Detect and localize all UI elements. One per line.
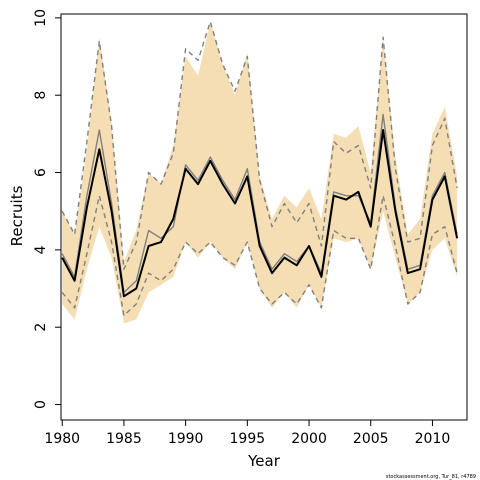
x-tick-label: 2010 — [415, 431, 451, 447]
x-tick-label: 1995 — [230, 431, 266, 447]
x-tick-label: 2000 — [291, 431, 327, 447]
confidence-band-layer — [62, 21, 458, 324]
y-tick-label: 6 — [33, 168, 49, 177]
footer-credit: stockassessment.org, Tur_81, r4789 — [386, 474, 476, 480]
x-tick-label: 1985 — [106, 431, 142, 447]
x-tick-label: 1990 — [168, 431, 204, 447]
plot-frame — [60, 13, 468, 421]
series-line-estimate — [61, 129, 459, 298]
y-tick-label: 0 — [33, 400, 49, 409]
y-tick-label: 4 — [33, 245, 49, 254]
y-axis: 0 2 4 6 8 10 — [33, 9, 61, 409]
series-line-alt-upper — [61, 21, 458, 270]
y-tick-label: 2 — [33, 323, 49, 332]
y-axis-label: Recruits — [8, 185, 26, 246]
series-line-alt-lower — [61, 194, 458, 317]
y-tick-label: 8 — [33, 91, 49, 100]
confidence-band — [62, 21, 458, 324]
x-tick-label: 2005 — [353, 431, 389, 447]
x-axis-label: Year — [247, 452, 281, 470]
x-axis: 1980 1985 1990 1995 2000 2005 2010 — [44, 420, 450, 447]
x-tick-label: 1980 — [44, 431, 80, 447]
series-lines-layer — [61, 21, 459, 317]
y-tick-label: 10 — [33, 9, 49, 27]
